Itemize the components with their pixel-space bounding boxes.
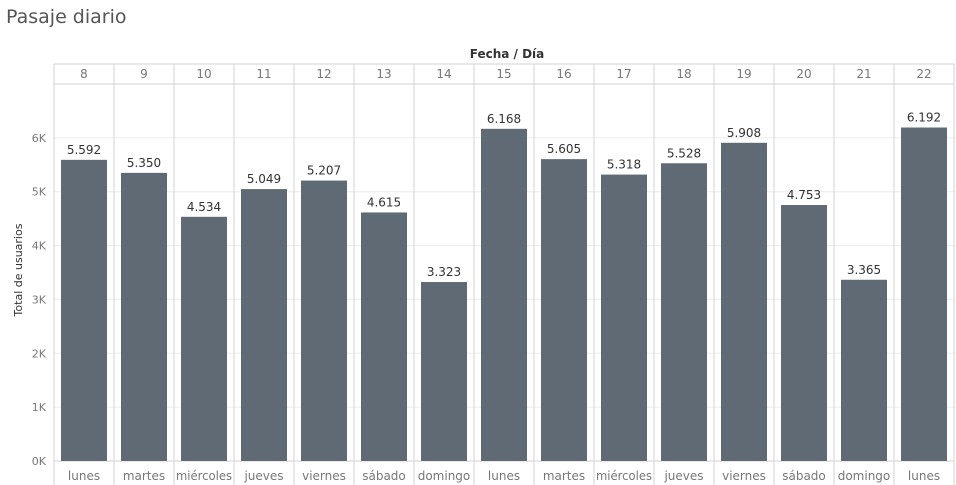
value-label: 3.323 — [427, 265, 461, 279]
value-label: 5.207 — [307, 164, 341, 178]
bar — [121, 172, 167, 461]
value-label: 5.049 — [247, 172, 281, 186]
x-tick-label-weekday: sábado — [782, 469, 826, 483]
bar — [721, 142, 767, 461]
x-tick-label-weekday: miércoles — [596, 469, 652, 483]
bar — [481, 128, 527, 461]
x-tick-label-date: 22 — [916, 67, 931, 81]
x-tick-label-weekday: martes — [543, 469, 585, 483]
value-label: 5.908 — [727, 126, 761, 140]
value-label: 5.592 — [67, 143, 101, 157]
bar — [361, 212, 407, 461]
value-label: 5.528 — [667, 146, 701, 160]
value-label: 5.350 — [127, 156, 161, 170]
x-tick-label-weekday: martes — [123, 469, 165, 483]
value-label: 5.318 — [607, 158, 641, 172]
x-tick-label-weekday: miércoles — [176, 469, 232, 483]
value-label: 5.605 — [547, 142, 581, 156]
y-tick-label: 0K — [32, 455, 47, 468]
value-label: 4.615 — [367, 195, 401, 209]
x-tick-label-date: 20 — [796, 67, 811, 81]
value-labels: 5.592 5.350 4.534 5.049 5.207 4.615 3.323 6.168… — [67, 111, 941, 280]
x-tick-label-weekday: lunes — [908, 469, 940, 483]
bar — [241, 189, 287, 461]
x-tick-label-weekday: viernes — [722, 469, 766, 483]
x-tick-label-weekday: sábado — [362, 469, 406, 483]
bar — [301, 180, 347, 461]
x-header-label: Fecha / Día — [470, 47, 545, 61]
bar — [61, 159, 107, 461]
x-tick-label-weekday: lunes — [68, 469, 100, 483]
bar — [661, 163, 707, 461]
value-label: 4.753 — [787, 188, 821, 202]
value-label: 4.534 — [187, 200, 221, 214]
x-tick-label-weekday: domingo — [838, 469, 891, 483]
y-tick-label: 2K — [32, 347, 47, 360]
x-tick-label-weekday: viernes — [302, 469, 346, 483]
x-tick-label-weekday: jueves — [243, 469, 283, 483]
value-label: 3.365 — [847, 263, 881, 277]
bar — [181, 216, 227, 461]
x-tick-label-date: 13 — [376, 67, 391, 81]
y-axis-label: Total de usuarios — [12, 223, 25, 317]
bar — [601, 174, 647, 461]
x-tick-label-weekday: jueves — [663, 469, 703, 483]
bar — [541, 159, 587, 461]
y-tick-label: 4K — [32, 240, 47, 253]
x-tick-label-date: 8 — [80, 67, 88, 81]
x-tick-label-date: 18 — [676, 67, 691, 81]
bar — [421, 282, 467, 461]
x-tick-label-date: 14 — [436, 67, 451, 81]
value-label: 6.192 — [907, 111, 941, 125]
y-tick-label: 3K — [32, 293, 47, 306]
value-label: 6.168 — [487, 112, 521, 126]
chart-title: Pasaje diario — [6, 6, 127, 28]
x-tick-label-date: 10 — [196, 67, 211, 81]
y-tick-label: 1K — [32, 401, 47, 414]
x-tick-label-date: 12 — [316, 67, 331, 81]
x-tick-label-date: 15 — [496, 67, 511, 81]
x-tick-label-date: 21 — [856, 67, 871, 81]
bar — [901, 127, 947, 461]
x-tick-label-weekday: lunes — [488, 469, 520, 483]
bar — [781, 205, 827, 461]
x-tick-label-weekday: domingo — [418, 469, 471, 483]
axes: Fecha / Día Total de usuarios 0K 1K 2K 3K 4K… — [12, 47, 940, 483]
x-tick-label-date: 19 — [736, 67, 751, 81]
bar — [841, 279, 887, 461]
x-tick-label-date: 16 — [556, 67, 571, 81]
y-tick-label: 6K — [32, 132, 47, 145]
bars — [61, 127, 947, 461]
x-tick-label-date: 17 — [616, 67, 631, 81]
x-tick-label-date: 9 — [140, 67, 148, 81]
y-tick-label: 5K — [32, 186, 47, 199]
x-tick-label-date: 11 — [256, 67, 271, 81]
